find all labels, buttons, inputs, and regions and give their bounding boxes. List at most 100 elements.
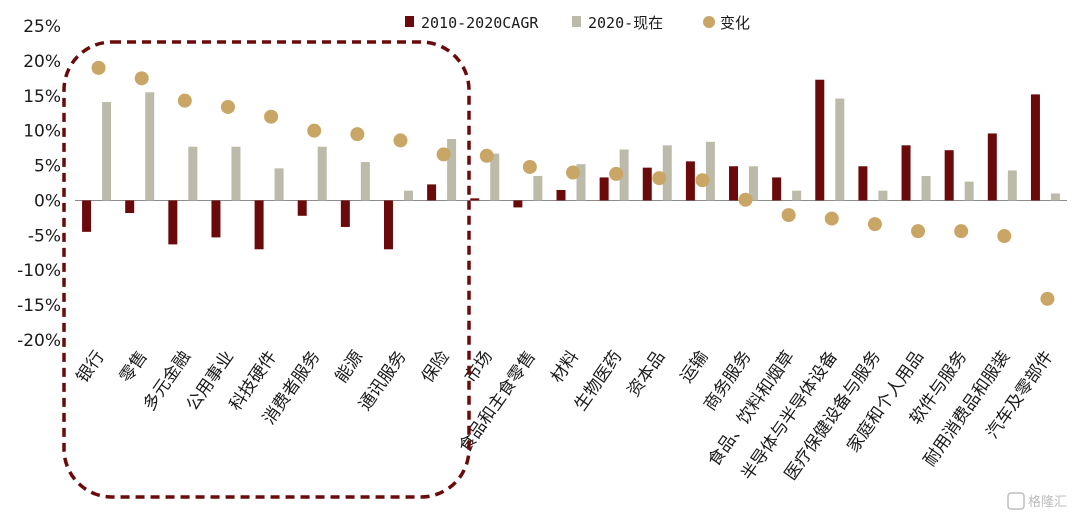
bar-cagr — [1030, 94, 1040, 201]
bar-recent — [662, 145, 672, 201]
y-tick-label: 10% — [23, 122, 61, 142]
legend-swatch — [405, 16, 414, 27]
dot-change — [436, 147, 451, 162]
dot-change — [1040, 291, 1055, 306]
bar-cagr — [82, 200, 92, 232]
bar-recent — [360, 162, 370, 201]
bar-cagr — [556, 189, 566, 201]
dot-change — [911, 224, 926, 239]
category-label: 资本品 — [624, 347, 670, 400]
dot-change — [652, 171, 667, 186]
bar-cagr — [858, 166, 868, 201]
y-tick-label: -20% — [17, 331, 61, 351]
bar-recent — [1007, 170, 1017, 201]
bar-recent — [749, 166, 759, 201]
bar-cagr — [211, 200, 221, 238]
dot-change — [824, 211, 839, 226]
dot-change — [609, 166, 624, 181]
bar-cagr — [254, 200, 264, 250]
bar-recent — [878, 190, 888, 201]
bar-cagr — [427, 184, 437, 201]
legend-label: 2010-2020CAGR — [421, 14, 539, 32]
dot-change — [867, 217, 882, 232]
bar-cagr — [168, 200, 178, 245]
y-tick-label: 0% — [34, 191, 61, 211]
category-label: 零售 — [116, 347, 152, 386]
bar-cagr — [987, 133, 997, 201]
dot-change — [997, 229, 1012, 244]
bar-cagr — [815, 79, 825, 201]
category-label: 材料 — [547, 347, 583, 386]
category-label: 市场 — [461, 347, 497, 386]
bar-recent — [317, 146, 327, 201]
bar-recent — [835, 98, 845, 201]
watermark: 格隆汇 — [1007, 492, 1067, 510]
y-tick-label: 25% — [23, 17, 61, 37]
dot-change — [479, 148, 494, 163]
bar-cagr — [125, 200, 135, 214]
bar-cagr — [340, 200, 350, 227]
legend: 2010-2020CAGR 2020-现在 变化 — [405, 14, 750, 32]
dot-change — [177, 93, 192, 108]
highlight-dashed-box — [62, 40, 471, 499]
dot-change — [738, 192, 753, 207]
bar-recent — [705, 141, 715, 201]
bar-recent — [102, 102, 112, 201]
bar-recent — [792, 190, 802, 201]
bar-cagr — [772, 177, 782, 201]
dot-change — [134, 71, 149, 86]
bar-cagr — [470, 198, 480, 201]
legend-label: 变化 — [720, 14, 750, 32]
dot-change — [695, 173, 710, 188]
bar-recent — [576, 164, 586, 201]
dot-change — [566, 165, 580, 180]
dot-change — [954, 224, 969, 239]
bar-recent — [619, 149, 629, 201]
dot-change — [264, 109, 279, 124]
y-tick-label: 20% — [23, 52, 61, 72]
bar-cagr — [944, 150, 954, 201]
category-label: 能源 — [332, 347, 368, 386]
bar-recent — [145, 92, 155, 201]
category-label: 运输 — [677, 347, 713, 386]
legend-swatch — [572, 16, 581, 27]
dot-change — [522, 159, 537, 174]
bar-cagr — [729, 166, 739, 201]
y-axis: 25% 20% 15% 10% 5% 0% -5% -10% -15% -20% — [17, 17, 61, 351]
bar-recent — [403, 190, 413, 201]
bars — [82, 79, 1060, 250]
bar-recent — [274, 168, 284, 201]
bar-cagr — [383, 200, 393, 250]
legend-label: 2020-现在 — [588, 14, 663, 32]
bar-recent — [490, 153, 500, 201]
y-tick-label: -10% — [17, 261, 61, 281]
dot-change — [91, 60, 106, 75]
bar-recent — [447, 139, 457, 201]
bar-recent — [533, 176, 543, 201]
dot-change — [393, 133, 408, 148]
watermark-text: 格隆汇 — [1028, 494, 1067, 510]
y-tick-label: 5% — [34, 157, 61, 177]
dot-change — [307, 123, 322, 138]
bar-cagr — [642, 167, 652, 201]
dot-change — [350, 127, 365, 142]
bar-cagr — [685, 161, 695, 201]
bar-cagr — [513, 200, 523, 208]
y-tick-label: -15% — [17, 296, 61, 316]
bar-recent — [188, 146, 198, 201]
legend-swatch — [703, 16, 715, 28]
y-tick-label: 15% — [23, 87, 61, 107]
dot-change — [781, 208, 796, 223]
bar-recent — [921, 176, 931, 201]
bar-cagr — [297, 200, 307, 216]
bar-cagr — [599, 177, 609, 201]
highlight-box — [62, 40, 471, 499]
dots — [91, 60, 1055, 306]
bar-cagr — [901, 145, 911, 201]
category-label: 保险 — [418, 347, 454, 386]
bar-recent — [964, 181, 974, 201]
watermark-logo-icon — [1007, 492, 1025, 510]
bar-recent — [1050, 193, 1060, 201]
